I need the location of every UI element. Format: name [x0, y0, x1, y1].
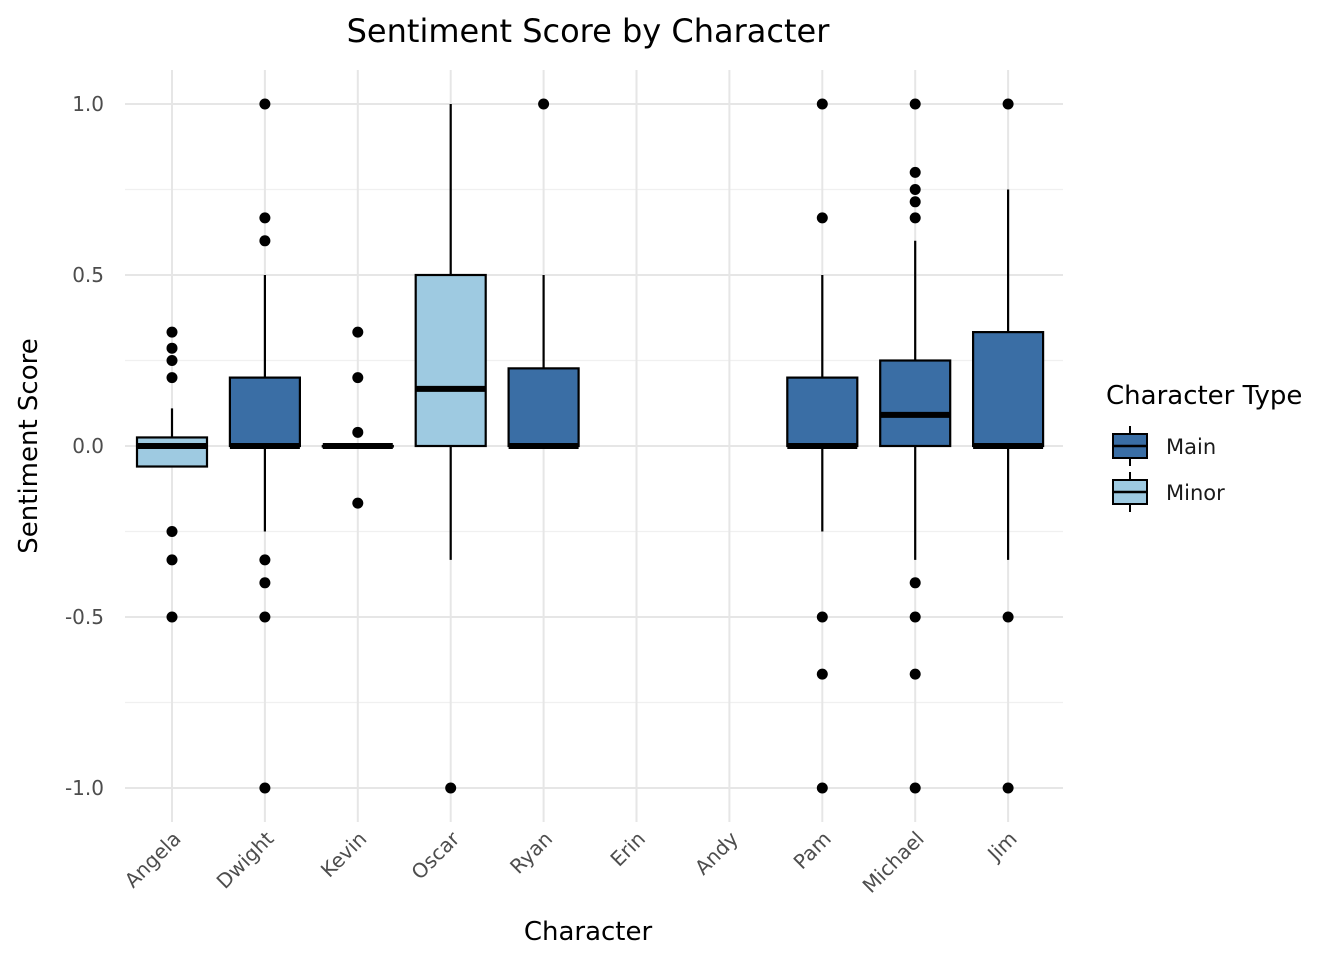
box-body: [971, 331, 1045, 448]
outlier-point: [259, 782, 271, 794]
x-tick-label: Pam: [789, 827, 836, 874]
outlier-point: [352, 426, 364, 438]
outlier-point: [909, 668, 921, 680]
outlier-point: [445, 782, 457, 794]
box-series: [135, 98, 1045, 794]
box-body: [507, 367, 580, 448]
x-tick-label: Oscar: [407, 826, 465, 884]
outlier-point: [352, 497, 364, 509]
box-ryan: [507, 98, 580, 449]
outlier-point: [816, 668, 828, 680]
box-jim: [971, 98, 1045, 794]
legend: Character Type Main Minor: [1106, 381, 1302, 512]
x-tick-label: Erin: [605, 827, 650, 872]
y-tick-label: -0.5: [65, 605, 104, 629]
outlier-point: [816, 782, 828, 794]
outlier-point: [259, 98, 271, 110]
x-tick-label: Jim: [981, 827, 1021, 867]
outlier-point: [909, 166, 921, 178]
chart-title: Sentiment Score by Character: [347, 12, 831, 50]
box-body: [879, 359, 952, 448]
outlier-point: [538, 98, 550, 110]
y-tick-label: 0.0: [72, 434, 104, 458]
outlier-point: [166, 355, 178, 366]
outlier-point: [1002, 611, 1014, 623]
box-dwight: [228, 98, 301, 794]
x-axis-ticks: Angela Dwight Kevin Oscar Ryan Erin Andy Pam Mic…: [120, 826, 1022, 898]
outlier-point: [166, 611, 178, 623]
outlier-point: [259, 235, 271, 247]
outlier-point: [352, 372, 364, 384]
x-tick-label: Andy: [690, 826, 743, 879]
outlier-point: [909, 196, 921, 208]
box-michael: [879, 98, 952, 794]
legend-label: Minor: [1166, 481, 1225, 505]
outlier-point: [166, 554, 178, 566]
box-kevin: [321, 326, 394, 509]
outlier-point: [909, 577, 921, 589]
legend-key-main: Main: [1112, 426, 1216, 466]
box-angela: [135, 326, 209, 623]
outlier-point: [816, 98, 828, 110]
outlier-point: [259, 554, 271, 566]
box-body: [414, 273, 487, 448]
outlier-point: [259, 577, 271, 589]
outlier-point: [259, 212, 271, 224]
x-axis-title: Character: [524, 917, 653, 947]
outlier-point: [166, 372, 178, 384]
x-tick-label: Dwight: [212, 826, 279, 893]
x-tick-label: Kevin: [316, 827, 372, 883]
y-axis-title: Sentiment Score: [14, 338, 44, 553]
x-tick-label: Angela: [120, 827, 186, 893]
outlier-point: [166, 326, 178, 338]
legend-label: Main: [1166, 435, 1216, 459]
outlier-point: [816, 212, 828, 224]
outlier-point: [166, 526, 178, 537]
outlier-point: [909, 611, 921, 623]
legend-key-minor: Minor: [1112, 472, 1225, 512]
box-body: [228, 376, 301, 448]
outlier-point: [1002, 782, 1014, 794]
box-body: [135, 436, 209, 468]
legend-title: Character Type: [1106, 381, 1302, 411]
outlier-point: [909, 782, 921, 794]
outlier-point: [259, 611, 271, 623]
outlier-point: [352, 326, 364, 338]
outlier-point: [909, 184, 921, 195]
outlier-point: [166, 342, 178, 354]
outlier-point: [1002, 98, 1014, 110]
x-tick-label: Michael: [858, 827, 929, 898]
outlier-point: [816, 611, 828, 623]
y-tick-label: 0.5: [72, 263, 104, 287]
box-pam: [786, 98, 859, 794]
y-tick-label: 1.0: [72, 92, 104, 116]
box-body: [786, 376, 859, 448]
y-tick-label: -1.0: [65, 776, 104, 800]
y-axis-ticks: -1.0 -0.5 0.0 0.5 1.0: [65, 92, 104, 800]
outlier-point: [909, 98, 921, 110]
outlier-point: [909, 212, 921, 224]
box-oscar: [414, 104, 487, 794]
x-tick-label: Ryan: [505, 827, 557, 879]
